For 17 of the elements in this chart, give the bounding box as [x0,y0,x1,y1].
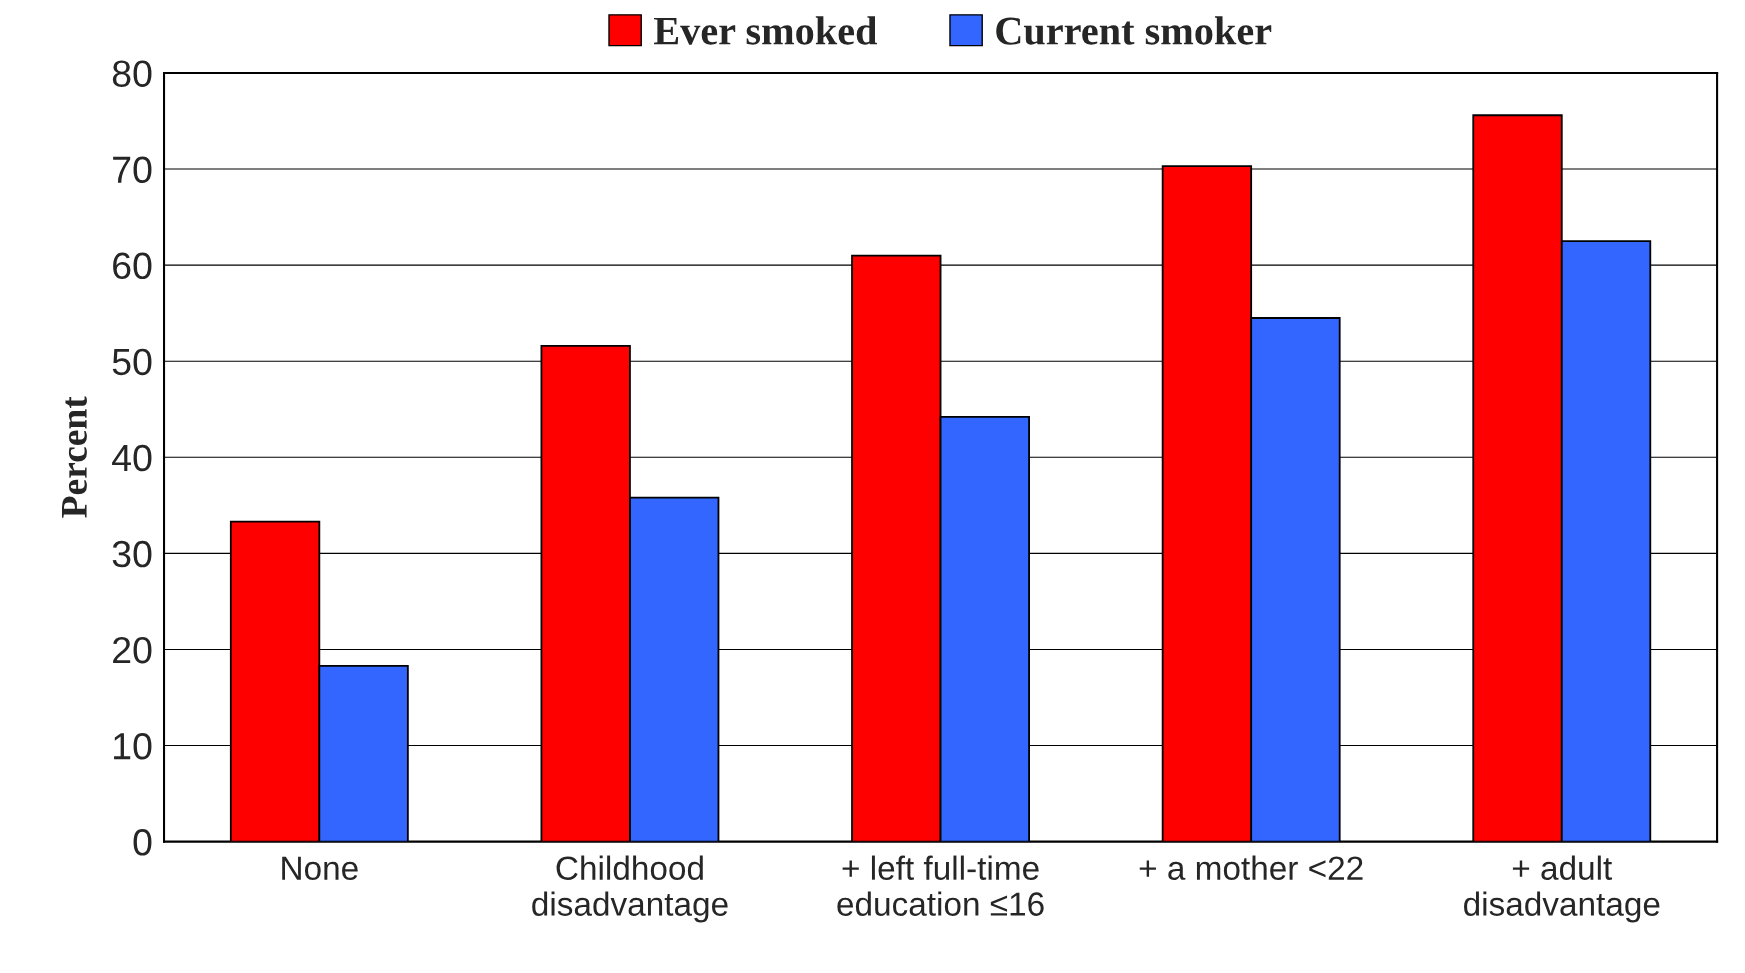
y-axis-title: Percent [62,396,87,518]
legend-label: Ever smoked [653,16,878,45]
y-tick-label: 80 [112,60,152,87]
y-tick-label: 0 [133,829,152,856]
y-tick-label: 30 [112,540,152,568]
y-tick-label: 70 [113,156,152,184]
x-tick-label: + left full-time education ≤16 [837,855,1044,916]
y-tick-label: 10 [114,732,152,760]
y-tick-label: 20 [113,636,152,664]
y-tick-label: 40 [112,444,152,472]
y-tick-label: 60 [113,252,152,280]
x-tick-label: Childhood disadvantage [532,855,728,923]
legend-label: Current smoker [996,16,1272,45]
x-tick-label: None [282,856,358,881]
x-tick-label: + adult disadvantage [1464,855,1660,923]
y-tick-label: 50 [112,348,152,376]
x-tick-label: + a mother <22 [1139,855,1363,881]
